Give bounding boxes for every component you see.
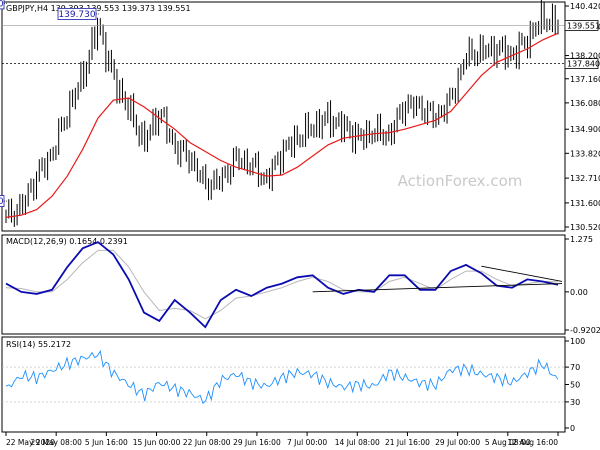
watermark: ActionForex.com — [398, 172, 523, 190]
price-tick-label: 131.600 — [570, 199, 600, 208]
x-tick-label: 5 Aug 08:00 — [485, 438, 531, 447]
rsi-tick-label: 70 — [570, 363, 580, 372]
price-panel: GBPJPY,H4 139.393 139.553 139.373 139.55… — [0, 0, 600, 232]
macd-lines — [5, 241, 559, 329]
macd-tick-label: 0.00 — [570, 288, 588, 297]
price-tick-label: 133.820 — [570, 149, 600, 158]
price-annotations: 139.730 131.680 140.200 — [0, 0, 100, 207]
x-tick-label: 29 Jul 00:00 — [435, 438, 480, 447]
x-tick-label: 5 Jun 16:00 — [85, 438, 128, 447]
current-price-box — [564, 19, 599, 31]
price-header: GBPJPY,H4 139.393 139.553 139.373 139.55… — [6, 4, 191, 13]
price-tick-label: 137.160 — [570, 75, 600, 84]
rsi-header: RSI(14) 55.2172 — [6, 340, 71, 349]
macd-header: MACD(12,26,9) 0.1654 0.2391 — [6, 237, 128, 246]
price-tick-label: 136.080 — [570, 99, 600, 108]
annotation-label: 140.200 — [0, 0, 4, 9]
rsi-line — [5, 349, 559, 404]
current-price: 139.551 — [2, 19, 600, 31]
support-line: 137.840 — [2, 58, 600, 69]
x-tick-label: 7 Jul 00:00 — [287, 438, 327, 447]
macd-trendline — [481, 265, 563, 282]
macd-series-macd — [5, 241, 559, 329]
x-tick-label: 22 May 2020 — [6, 438, 55, 447]
rsi-series-line — [5, 349, 559, 404]
price-panel-border — [1, 1, 566, 232]
price-tick-label: 138.200 — [570, 52, 600, 61]
x-tick-label: 22 Jun 08:00 — [183, 438, 231, 447]
macd-trendline — [312, 283, 563, 293]
price-tick-label: 130.520 — [570, 223, 600, 232]
annotation-label: 131.680 — [0, 197, 4, 207]
price-bars — [5, 0, 559, 227]
moving-average-line — [5, 32, 559, 218]
macd-series-signal — [5, 249, 559, 320]
support-label: 137.840 — [567, 60, 600, 69]
price-tick-label: 134.900 — [570, 125, 600, 134]
support-label-box — [564, 58, 599, 69]
macd-tick-label: 1.275 — [570, 235, 593, 244]
moving-average — [5, 32, 559, 218]
macd-panel: MACD(12,26,9) 0.1654 0.2391 1.275 0.00 -0.… — [1, 234, 600, 335]
annotation-label: 139.730 — [58, 10, 95, 20]
rsi-tick-label: 50 — [570, 381, 580, 390]
rsi-tick-label: 100 — [570, 337, 585, 346]
x-tick-label: 14 Jul 08:00 — [335, 438, 380, 447]
x-tick-label: 12 Aug 16:00 — [507, 438, 558, 447]
macd-axis: 1.275 0.00 -0.9202 — [565, 235, 600, 335]
macd-panel-border — [1, 234, 566, 335]
x-tick-label: 15 Jun 00:00 — [133, 438, 181, 447]
current-price-label: 139.551 — [567, 21, 600, 30]
macd-tick-label: -0.9202 — [570, 326, 600, 335]
price-tick-label: 132.710 — [570, 174, 600, 183]
rsi-tick-label: 0 — [570, 424, 575, 433]
x-tick-label: 21 Jul 16:00 — [385, 438, 430, 447]
rsi-tick-label: 30 — [570, 398, 580, 407]
rsi-panel: RSI(14) 55.2172 100 70 50 30 0 — [1, 336, 585, 433]
macd-trendlines — [312, 265, 563, 293]
x-tick-label: 29 Jun 16:00 — [233, 438, 281, 447]
x-tick-label: 29 May 08:00 — [30, 438, 82, 447]
price-tick-label: 140.420 — [570, 2, 600, 11]
